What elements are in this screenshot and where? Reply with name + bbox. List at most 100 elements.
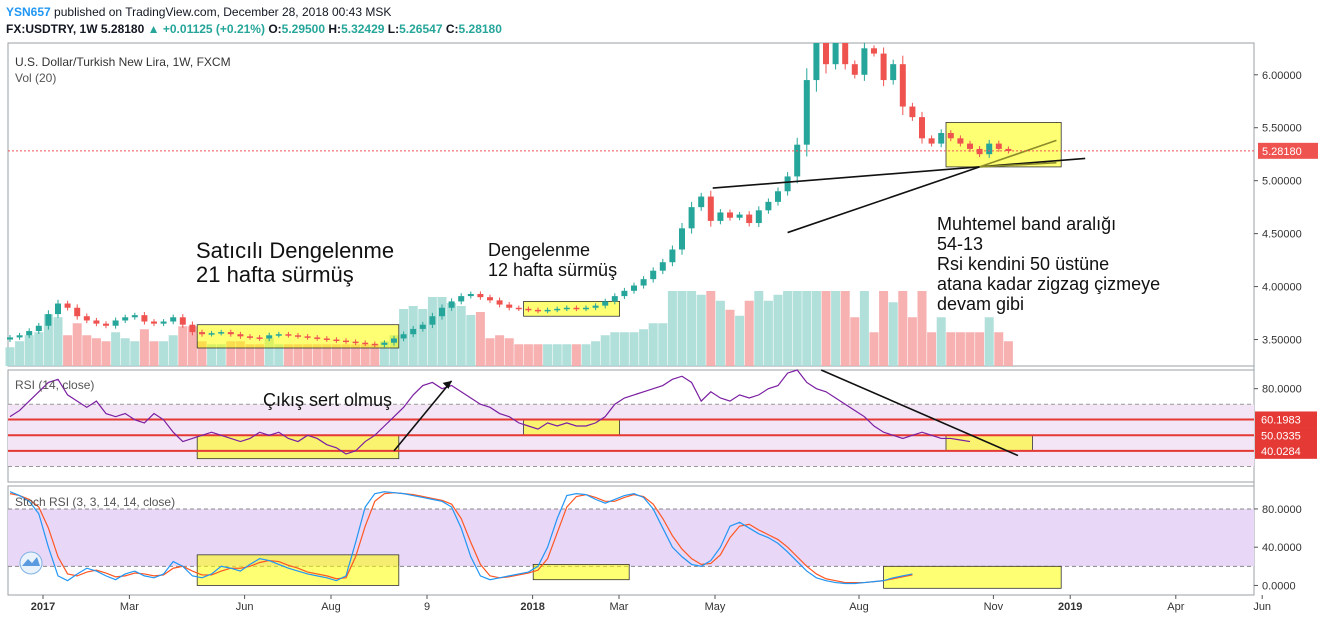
candle-body (381, 342, 388, 345)
rsi-pane[interactable]: 60.1983 50.0335 40.0284 RSI (14, close) Çı… (8, 369, 1317, 467)
volume-bar (754, 291, 764, 366)
annotation-line-9: devam gibi (937, 294, 1024, 314)
volume-bar (715, 300, 725, 366)
volume-bar (955, 332, 965, 366)
time-tick-label: Jun (1253, 601, 1271, 613)
volume-bar (677, 291, 687, 366)
volume-bar (331, 344, 341, 366)
candle-body (247, 336, 253, 338)
annotation-satici: Satıcılı Dengelenme 21 hafta sürmüş (196, 238, 394, 287)
price-tick-label: 6.00000 (1262, 70, 1302, 82)
volume-bar (543, 344, 553, 366)
volume-bar (533, 344, 543, 366)
candle-body (103, 323, 109, 326)
volume-bar (312, 344, 322, 366)
volume-bar (907, 317, 917, 366)
stoch-rsi-pane[interactable]: Stoch RSI (3, 3, 14, 14, close) 80.0000 4… (8, 491, 1302, 593)
stoch-tick-label: 0.0000 (1262, 580, 1296, 592)
volume-bar (581, 344, 591, 366)
rsi-line (9, 369, 971, 455)
candle-body (592, 305, 599, 308)
volume-bar (936, 317, 946, 366)
candle-body (93, 320, 100, 324)
candle-body (467, 293, 474, 297)
volume-bar (591, 341, 601, 366)
candle-body (83, 316, 90, 321)
volume-bar (850, 317, 860, 366)
volume-bar (927, 332, 937, 366)
candle-body (842, 43, 849, 65)
candle-body (323, 338, 330, 340)
rsi-axis[interactable]: 80.0000 (1254, 384, 1302, 396)
volume-bar (946, 332, 956, 366)
candle-body (938, 133, 945, 144)
candle-body (400, 334, 407, 339)
volume-bar (600, 335, 610, 366)
volume-bar (178, 326, 188, 366)
price-axis[interactable]: 6.00000 5.50000 5.00000 4.50000 4.00000 3.500… (1254, 70, 1302, 347)
last-price: 5.28180 (100, 22, 145, 36)
candle-body (621, 290, 628, 297)
volume-bar (91, 338, 101, 366)
candle-body (717, 212, 724, 221)
time-tick-label: 2017 (31, 601, 55, 613)
username[interactable]: YSN657 (6, 5, 51, 19)
candle-body (746, 214, 753, 224)
volume-bar (15, 341, 25, 366)
price-tick-label: 5.50000 (1262, 123, 1302, 135)
volume-bar (322, 344, 332, 366)
candle-body (496, 300, 503, 305)
volume-bar (879, 291, 889, 366)
candle-body (439, 307, 445, 317)
price-pane[interactable]: U.S. Dollar/Turkish New Lira, 1W, FXCM V… (5, 43, 1318, 366)
candle-body (995, 143, 1002, 149)
candle-body (890, 64, 897, 81)
volume-bar (773, 294, 783, 366)
stoch-axis[interactable]: 80.0000 40.0000 0.0000 (1254, 504, 1302, 592)
published-text: published on TradingView.com, December 2… (54, 5, 392, 19)
candle-body (26, 331, 33, 336)
candle-body (64, 303, 71, 308)
annotation-band: Muhtemel band aralığı 54-13 Rsi kendini … (937, 214, 1160, 314)
annotation-line-7: Rsi kendini 50 üstüne (937, 254, 1109, 274)
candle-body (391, 338, 397, 343)
price-tick-label: 4.00000 (1262, 282, 1302, 294)
volume-bar (139, 329, 149, 366)
volume-bar (667, 291, 677, 366)
candle-body (160, 321, 167, 324)
high-label: H: (328, 22, 342, 36)
candle-body (698, 196, 705, 208)
candle-body (823, 43, 829, 65)
time-tick-label: Mar (120, 601, 139, 613)
volume-bar (120, 338, 130, 366)
volume-bar (197, 341, 207, 366)
volume-bar (207, 344, 217, 366)
rsi-trendline (820, 369, 1019, 457)
candle-body (237, 334, 244, 337)
volume-bar (706, 291, 716, 366)
volume-bar (24, 335, 34, 366)
time-tick-label: 9 (424, 601, 430, 613)
volume-bar (235, 341, 245, 366)
time-axis[interactable]: 2017 Mar Jun Aug 9 2018 Mar May Aug Nov 2019 Apr Jun (31, 595, 1271, 613)
candle-body (7, 337, 13, 340)
annotation-line-1: Satıcılı Dengelenme (196, 238, 394, 263)
candle-body (256, 337, 263, 339)
volume-bar (341, 344, 351, 366)
rsi-level-lines: 60.1983 50.0335 40.0284 (8, 411, 1317, 459)
candle-body (880, 53, 887, 81)
stoch-band (8, 508, 1254, 567)
rsi-trendlines (393, 369, 1019, 457)
candle-body (55, 303, 61, 315)
candle-body (554, 308, 561, 311)
candle-body (976, 148, 983, 155)
annotation-line-3: Dengelenme (488, 240, 590, 260)
volume-bar (504, 338, 514, 366)
candle-body (141, 315, 148, 322)
volume-bar (418, 309, 428, 366)
candle-body (285, 334, 292, 336)
candle-body (199, 332, 205, 335)
volume-bar (264, 338, 274, 366)
candle-body (640, 279, 647, 286)
